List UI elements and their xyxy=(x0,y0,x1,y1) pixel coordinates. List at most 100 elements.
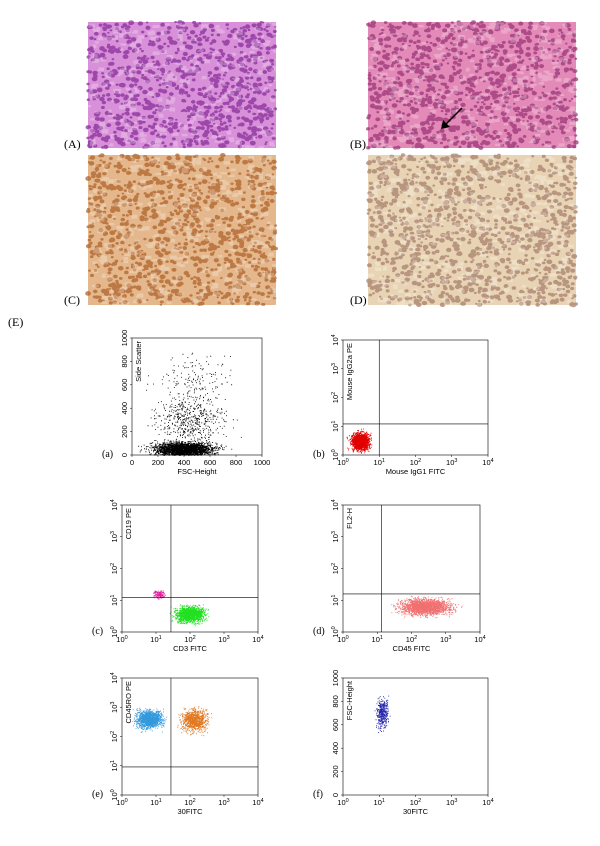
micrograph xyxy=(85,152,283,310)
tick-label: 103 xyxy=(331,363,340,374)
tick-label: 103 xyxy=(110,702,119,713)
tick-base: 10 xyxy=(446,458,454,467)
tick-label: 101 xyxy=(331,421,340,432)
tick-exponent: 4 xyxy=(331,499,337,502)
tick-label: 103 xyxy=(218,798,229,807)
tick-exponent: 2 xyxy=(414,635,417,641)
flow-plot: 0 200 400 600 800 1000 0 200 400 600 800 1000 FSC-He… xyxy=(102,330,270,476)
tick-base: 10 xyxy=(446,798,454,807)
nuclei xyxy=(366,153,579,308)
tick-exponent: 0 xyxy=(110,789,116,792)
plot-frame xyxy=(121,677,259,796)
tick-label: 102 xyxy=(184,635,195,644)
flow-plot: 100 101 102 103 1040200400600800100030FITCFS… xyxy=(313,670,494,816)
panel-label: (C) xyxy=(64,293,80,307)
tick-label: 101 xyxy=(374,458,385,467)
tick-base: 10 xyxy=(110,792,119,800)
tick-label: 102 xyxy=(110,563,119,574)
tick-label: 101 xyxy=(150,798,161,807)
tick-base: 10 xyxy=(440,635,448,644)
tick-base: 10 xyxy=(331,337,340,345)
arrow-head xyxy=(441,120,450,129)
tick-label: 104 xyxy=(331,499,340,510)
panel-label: (d) xyxy=(313,626,325,637)
tick-exponent: 0 xyxy=(125,798,128,804)
tick-exponent: 0 xyxy=(346,798,349,804)
tick-base: 10 xyxy=(331,502,340,510)
tick-label: 102 xyxy=(110,731,119,742)
stroma xyxy=(366,22,583,151)
tick-label: 103 xyxy=(446,458,457,467)
tick-exponent: 1 xyxy=(331,595,337,598)
tick-label: 600 xyxy=(331,719,340,732)
tick-label: 101 xyxy=(331,595,340,606)
tick-label: 100 xyxy=(337,798,348,807)
tick-label: 101 xyxy=(110,760,119,771)
tick-exponent: 0 xyxy=(331,626,337,629)
dot-cloud xyxy=(374,695,391,733)
tick-base: 10 xyxy=(331,534,340,542)
stroma xyxy=(366,155,583,310)
panel-label: (B) xyxy=(350,137,366,151)
y-axis-label: CD19 PE xyxy=(124,508,133,539)
tick-base: 10 xyxy=(331,629,340,637)
plot-frame xyxy=(342,677,489,796)
tick-label: 100 xyxy=(331,626,340,637)
tick-base: 10 xyxy=(252,798,260,807)
tick-base: 10 xyxy=(331,566,340,574)
tick-exponent: 0 xyxy=(346,635,349,641)
tick-base: 10 xyxy=(372,635,380,644)
tick-base: 10 xyxy=(110,598,119,606)
tick-base: 10 xyxy=(337,458,345,467)
tick-exponent: 4 xyxy=(110,499,116,502)
tick-label: 800 xyxy=(120,355,129,368)
tick-exponent: 0 xyxy=(125,635,128,641)
nuclei xyxy=(85,20,278,150)
tick-exponent: 4 xyxy=(491,458,494,464)
tick-exponent: 3 xyxy=(331,363,337,366)
y-axis-label: Side Scatter xyxy=(134,341,143,382)
tick-base: 10 xyxy=(374,458,382,467)
panel-label: (e) xyxy=(92,789,103,800)
tick-exponent: 3 xyxy=(448,635,451,641)
tick-base: 10 xyxy=(116,798,124,807)
tick-base: 10 xyxy=(110,566,119,574)
tick-exponent: 0 xyxy=(331,449,337,452)
tick-label: 102 xyxy=(410,458,421,467)
tick-label: 103 xyxy=(218,635,229,644)
tick-exponent: 1 xyxy=(380,635,383,641)
tick-label: 104 xyxy=(482,798,493,807)
tick-exponent: 1 xyxy=(110,595,116,598)
tick-exponent: 1 xyxy=(382,798,385,804)
tick-label: 0 xyxy=(120,453,129,457)
tick-base: 10 xyxy=(116,635,124,644)
tick-base: 10 xyxy=(252,635,260,644)
x-axis-label: CD3 FITC xyxy=(173,644,207,653)
tick-base: 10 xyxy=(331,452,340,460)
tick-exponent: 3 xyxy=(331,531,337,534)
dot-cloud xyxy=(132,707,168,733)
tick-label: 102 xyxy=(410,798,421,807)
stroma xyxy=(87,155,283,310)
tick-base: 10 xyxy=(482,798,490,807)
tick-base: 10 xyxy=(337,798,345,807)
micrograph xyxy=(366,20,583,151)
tick-exponent: 3 xyxy=(110,702,116,705)
stroma xyxy=(85,22,283,153)
tick-exponent: 3 xyxy=(227,635,230,641)
x-axis-label: 30FITC xyxy=(177,807,203,816)
tick-base: 10 xyxy=(410,798,418,807)
tick-label: 103 xyxy=(110,531,119,542)
y-axis-label: Mouse IgG2a PE xyxy=(345,343,354,400)
tick-base: 10 xyxy=(337,635,345,644)
dot-cloud xyxy=(177,706,213,737)
tick-label: 100 xyxy=(116,635,127,644)
tick-base: 10 xyxy=(110,675,119,683)
tick-label: 100 xyxy=(337,635,348,644)
tick-base: 10 xyxy=(331,424,340,432)
arrow xyxy=(444,107,463,126)
tick-label: 103 xyxy=(446,798,457,807)
tick-label: 104 xyxy=(482,458,493,467)
